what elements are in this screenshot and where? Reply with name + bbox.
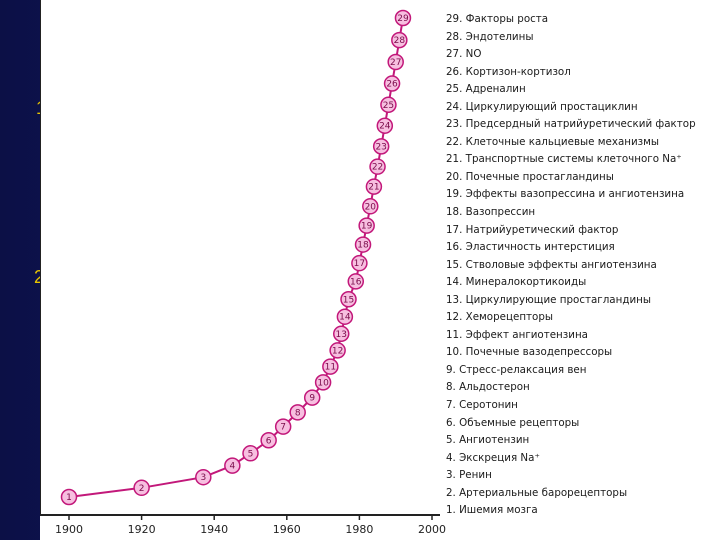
legend-item: 23. Предсердный натрийуретический фактор [446,118,696,131]
data-point-21 [365,178,383,195]
data-point-15 [340,291,357,308]
data-point-label-20: 20 [365,202,377,212]
chart-figure: 1900 1920 1940 1960 1980 2000 1 2 3 4 5 6 7 8 9 10 11 12 1… [40,0,720,540]
x-tick-label-1920: 1920 [128,523,156,536]
legend-item: 14. Минералокортикоиды [446,276,587,289]
data-point-11 [322,358,339,375]
x-tick-label-2000: 2000 [418,523,446,536]
data-point-3 [195,468,212,486]
data-point-label-11: 11 [325,363,336,373]
legend-item: 5. Ангиотензин [446,434,530,447]
data-point-label-3: 3 [200,473,206,483]
data-point-label-7: 7 [280,423,286,433]
data-point-20 [362,198,379,215]
data-point-label-28: 28 [394,36,406,46]
data-point-6 [260,432,277,449]
data-point-29 [394,9,412,27]
data-point-label-19: 19 [361,222,373,232]
data-point-19 [358,217,375,234]
data-point-12 [329,342,346,359]
legend-item: 29. Факторы роста [446,13,549,25]
data-point-label-6: 6 [266,436,272,446]
legend-item: 25. Адреналин [446,83,526,96]
legend-item: 11. Эффект ангиотензина [446,328,588,341]
background-text-fragment-2: 2 [34,267,45,287]
data-point-25 [380,96,397,114]
data-point-13 [333,325,350,343]
x-tick-label-1980: 1980 [345,523,373,536]
legend-item: 1. Ишемия мозга [446,504,538,517]
data-point-27 [387,53,404,71]
data-point-26 [383,75,401,92]
data-point-label-13: 13 [336,330,347,340]
legend-item: 7. Серотонин [446,399,518,412]
data-point-label-4: 4 [229,462,235,472]
data-point-9 [303,389,321,406]
data-point-18 [354,236,372,253]
legend-item: 9. Стресс-релаксация вен [446,363,587,376]
legend-item: 19. Эффекты вазопрессина и ангиотензина [446,188,685,201]
data-point-label-22: 22 [372,163,383,173]
legend-item: 16. Эластичность интерстиция [446,241,615,254]
data-point-8 [289,404,306,421]
data-point-label-27: 27 [390,58,401,68]
data-point-28 [391,31,408,49]
data-point-label-15: 15 [343,295,354,305]
data-point-label-29: 29 [397,14,409,24]
legend-item: 3. Ренин [446,469,492,482]
legend-item: 2. Артериальные барорецепторы [446,486,628,499]
data-point-label-10: 10 [317,378,329,388]
data-point-5 [242,445,259,462]
data-point-2 [133,479,150,497]
trend-curve [68,17,404,498]
legend-item: 27. NO [446,48,482,61]
data-point-24 [376,117,394,134]
legend-item: 10. Почечные вазодепрессоры [446,346,613,359]
x-tick-label-1900: 1900 [55,523,83,536]
data-point-label-16: 16 [350,277,362,287]
x-tick-label-1940: 1940 [200,523,228,536]
data-point-label-12: 12 [332,346,343,356]
legend-item: 8. Альдостерон [446,381,530,394]
legend-item: 21. Транспортные системы клеточного Na⁺ [446,153,682,166]
chart-legend: 29. Факторы роста 28. Эндотелины 27. NO 26.… [446,11,696,520]
data-point-label-24: 24 [379,122,391,132]
data-point-label-21: 21 [368,183,379,193]
data-point-label-14: 14 [339,313,351,323]
legend-item: 13. Циркулирующие простагландины [446,293,651,306]
data-point-22 [369,158,386,175]
legend-item: 4. Экскреция Na⁺ [446,451,540,464]
legend-item: 20. Почечные простагландины [446,170,614,183]
data-point-label-23: 23 [375,142,386,152]
legend-item: 12. Хеморецепторы [446,311,554,324]
data-point-label-25: 25 [383,101,394,111]
data-point-14 [336,308,354,325]
legend-item: 15. Стволовые эффекты ангиотензина [446,258,657,271]
legend-item: 24. Циркулирующий простациклин [446,100,638,113]
data-point-label-26: 26 [386,80,398,90]
data-point-17 [351,254,368,272]
legend-item: 18. Вазопрессин [446,206,536,219]
chart-plot: 1900 1920 1940 1960 1980 20001234567891011121… [40,0,446,536]
legend-item: 26. Кортизон-кортизол [446,65,571,78]
data-point-label-5: 5 [248,449,254,459]
data-point-label-18: 18 [357,241,369,251]
data-point-7 [274,418,292,435]
data-point-label-9: 9 [309,394,315,404]
data-point-label-8: 8 [295,408,301,418]
data-point-10 [314,374,332,391]
data-point-label-2: 2 [139,484,145,494]
data-point-16 [347,273,365,290]
data-point-label-17: 17 [354,259,365,269]
data-point-label-1: 1 [66,493,72,503]
data-point-23 [372,138,390,155]
legend-item: 28. Эндотелины [446,30,534,43]
legend-item: 17. Натрийуретический фактор [446,223,619,236]
data-point-4 [224,457,241,474]
data-point-1 [60,488,78,506]
legend-item: 6. Объемные рецепторы [446,416,580,429]
x-tick-label-1960: 1960 [273,523,301,536]
legend-item: 22. Клеточные кальциевые механизмы [446,135,660,148]
